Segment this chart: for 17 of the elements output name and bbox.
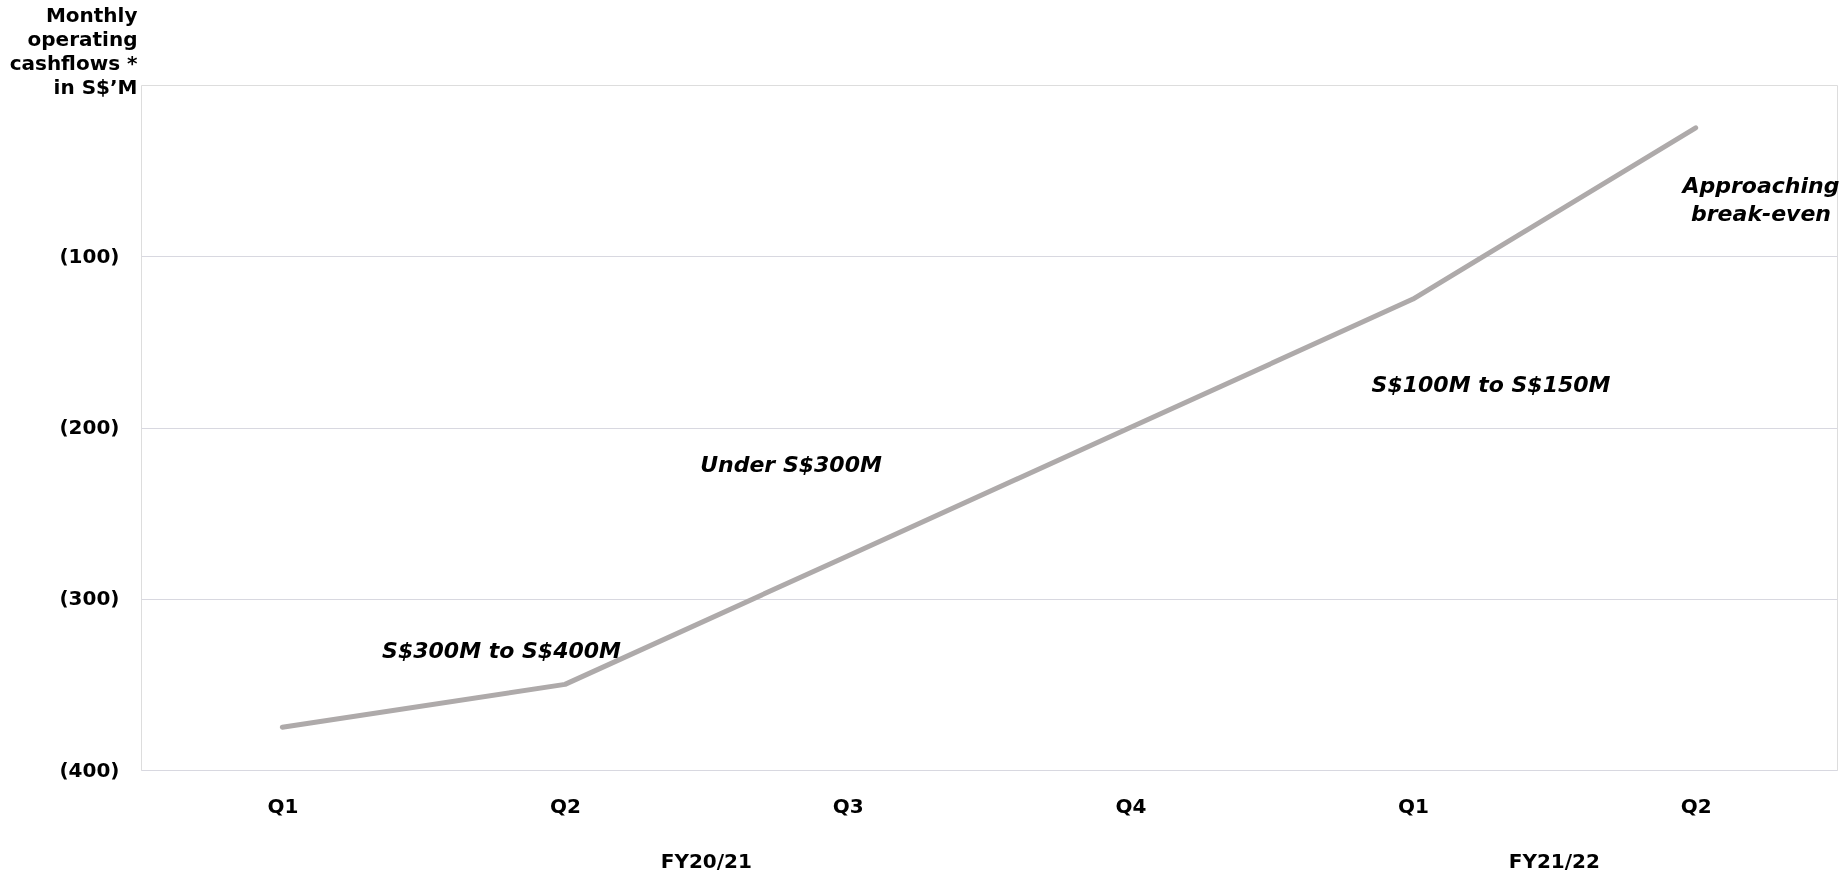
- annotation: S$300M to S$400M: [382, 638, 622, 663]
- text: FY20/21: [660, 849, 752, 873]
- y-tick-label: (300): [59, 586, 120, 611]
- x-tick-label: Q1: [1398, 793, 1429, 818]
- annotation: Approaching break-even: [1680, 173, 1840, 226]
- x-tick-label: Q4: [1115, 793, 1147, 818]
- x-tick-label: Q2: [1680, 793, 1712, 818]
- text: FY21/22: [1508, 849, 1600, 873]
- x-tick-label: Q1: [267, 793, 299, 818]
- y-tick-label: (100): [59, 243, 120, 268]
- x-tick-label: Q2: [550, 793, 581, 818]
- y-tick-label: (200): [59, 415, 120, 439]
- y-tick-label: (400): [59, 757, 120, 782]
- x-tick-label: Q3: [832, 793, 864, 818]
- y-axis-title: Monthly operating cashflows * in S$’M: [9, 2, 139, 99]
- annotation: S$100M to S$150M: [1371, 372, 1611, 397]
- annotation: Under S$300M: [700, 452, 882, 477]
